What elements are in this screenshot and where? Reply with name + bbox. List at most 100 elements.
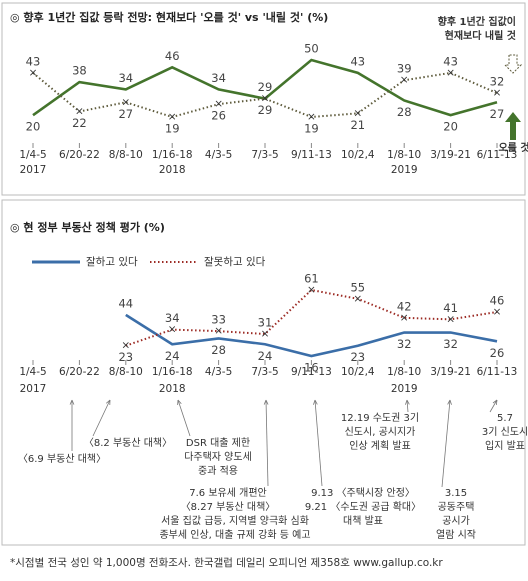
- annotation: 열람 시작: [436, 528, 476, 541]
- year-label: 2018: [159, 383, 186, 395]
- data-label: 16: [304, 361, 319, 375]
- data-label: 39: [397, 62, 412, 76]
- point-marker: ×: [121, 340, 130, 352]
- x-tick-label: 1/4-5: [19, 366, 46, 378]
- annotation-arrow: [92, 399, 111, 437]
- arrowhead: [492, 399, 498, 406]
- data-label: 46: [165, 49, 180, 63]
- data-label: 20: [26, 120, 41, 134]
- data-label: 27: [490, 107, 505, 121]
- chart-title: ◎ 향후 1년간 집값 등락 전망: 현재보다 '오를 것' vs '내릴 것'…: [10, 10, 328, 24]
- annotation: 신도시, 공시지가: [345, 426, 416, 438]
- arrowhead: [69, 399, 75, 405]
- x-tick-label: 9/11-13: [291, 149, 332, 161]
- annotation: 5.7: [497, 413, 513, 424]
- data-label: 50: [304, 42, 319, 56]
- x-tick-label: 6/20-22: [59, 366, 100, 378]
- panel: [1, 199, 526, 546]
- annotation: 공시가: [442, 515, 470, 527]
- arrowhead: [263, 399, 269, 405]
- annotation: 7.6 보유세 개편안: [189, 487, 266, 499]
- series-line: [125, 288, 498, 347]
- annotation: 3기 신도시: [482, 426, 528, 438]
- point-marker: ×: [214, 98, 223, 110]
- series-line: [32, 58, 498, 117]
- x-tick-label: 1/16-18: [152, 149, 193, 161]
- point-marker: ×: [29, 67, 38, 79]
- annotation: 9.13 〈주택시장 안정〉: [311, 487, 415, 499]
- annotation: DSR 대출 제한: [186, 437, 250, 449]
- x-tick-label: 8/8-10: [109, 366, 143, 378]
- annotation: 입지 발표: [485, 439, 525, 452]
- annotation-arrow: [314, 399, 323, 487]
- point-marker: ×: [446, 313, 455, 325]
- annotation-arrow: [441, 399, 451, 488]
- x-tick-label: 10/2,4: [341, 149, 375, 161]
- x-tick-label: 9/11-13: [291, 366, 332, 378]
- arrow-down: [503, 54, 523, 74]
- x-tick-label: 1/8-10: [387, 149, 421, 161]
- point-marker: ×: [214, 325, 223, 337]
- annotation: 종부세 인상, 대출 규제 강화 등 예고: [159, 529, 310, 541]
- data-label: 29: [258, 103, 273, 117]
- x-tick-label: 7/3-5: [251, 149, 278, 161]
- data-label: 23: [118, 350, 133, 364]
- point-marker: ×: [400, 74, 409, 86]
- data-label: 44: [118, 296, 133, 310]
- arrowhead: [405, 399, 410, 405]
- x-tick-label: 4/3-5: [205, 149, 232, 161]
- data-label: 32: [443, 337, 458, 351]
- data-label: 26: [490, 346, 505, 360]
- arrow-up: [505, 112, 521, 140]
- year-label: 2019: [391, 383, 418, 395]
- x-tick-label: 6/11-13: [477, 149, 518, 161]
- data-label: 24: [165, 349, 180, 363]
- arrowhead: [447, 399, 452, 405]
- data-label: 24: [258, 349, 273, 363]
- annotation: 12.19 수도권 3기: [341, 412, 419, 424]
- annotation: 〈6.9 부동산 대책〉: [18, 453, 106, 465]
- data-label: 61: [304, 272, 319, 286]
- annotation-arrow: [406, 399, 409, 413]
- data-label: 28: [211, 343, 226, 357]
- data-label: 46: [490, 294, 505, 308]
- legend-label: 잘못하고 있다: [204, 255, 266, 268]
- annotation: 인상 계획 발표: [349, 440, 411, 452]
- data-label: 27: [118, 107, 133, 121]
- point-marker: ×: [75, 105, 84, 117]
- series-line: [32, 71, 498, 119]
- annotation: 현재보다 내릴 것: [445, 29, 516, 42]
- point-marker: ×: [353, 107, 362, 119]
- point-marker: ×: [307, 284, 316, 296]
- x-tick-label: 1/8-10: [387, 366, 421, 378]
- data-label: 43: [443, 54, 458, 68]
- arrowhead: [106, 399, 111, 406]
- footnote: *시점별 전국 성인 약 1,000명 전화조사. 한국갤럽 데일리 오피니언 …: [10, 556, 443, 569]
- annotation: 오를 것: [498, 141, 528, 154]
- point-marker: ×: [121, 96, 130, 108]
- data-label: 43: [350, 54, 365, 68]
- annotation: 다주택자 양도세: [184, 451, 252, 463]
- data-label: 28: [397, 105, 412, 119]
- data-label: 34: [165, 311, 180, 325]
- year-label: 2019: [391, 164, 418, 176]
- data-label: 29: [258, 80, 273, 94]
- point-marker: ×: [493, 306, 502, 318]
- point-marker: ×: [307, 111, 316, 123]
- x-tick-label: 8/8-10: [109, 149, 143, 161]
- annotation: 서울 집값 급등, 지역별 양극화 심화: [161, 515, 309, 527]
- year-label: 2017: [20, 383, 47, 395]
- data-label: 33: [211, 313, 226, 327]
- point-marker: ×: [261, 328, 270, 340]
- annotation: 〈8.2 부동산 대책〉: [84, 437, 172, 449]
- x-tick-label: 1/16-18: [152, 366, 193, 378]
- x-tick-label: 3/19-21: [430, 149, 471, 161]
- data-label: 34: [211, 71, 226, 85]
- annotation-arrow: [489, 399, 498, 413]
- annotation: 대책 발표: [343, 515, 383, 527]
- x-tick-label: 6/11-13: [477, 366, 518, 378]
- data-label: 20: [443, 120, 458, 134]
- data-label: 41: [443, 301, 458, 315]
- arrowhead: [177, 399, 182, 406]
